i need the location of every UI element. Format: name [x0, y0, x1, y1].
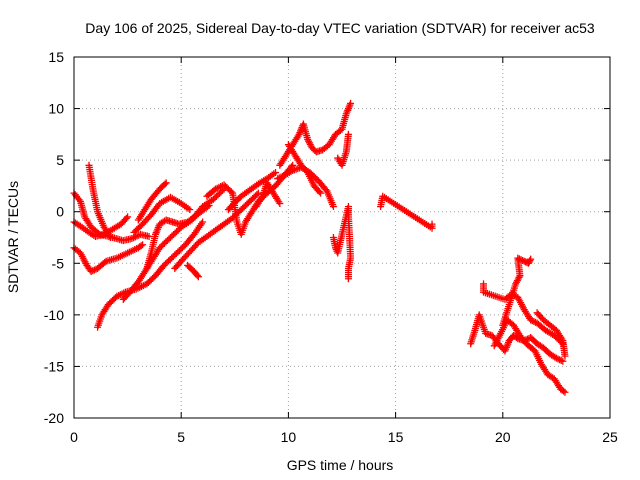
data-point-marker	[204, 203, 212, 211]
data-point-marker	[124, 213, 132, 221]
data-point-marker	[161, 180, 169, 188]
data-point-marker	[194, 273, 202, 281]
data-point-marker	[559, 357, 567, 365]
y-tick-label: -20	[44, 410, 64, 426]
x-tick-label: 25	[602, 429, 618, 445]
data-point-marker	[528, 317, 536, 325]
data-point-marker	[139, 241, 147, 249]
data-point-marker	[515, 255, 523, 263]
data-point-marker	[254, 189, 262, 197]
data-point-marker	[329, 203, 337, 211]
data-point-marker	[556, 356, 564, 364]
x-tick-label: 15	[388, 429, 404, 445]
axis-ticks: 0 5 10 15 20 25 -20 -15 -10 -5 0 5 10 15	[44, 49, 618, 445]
data-point-marker	[561, 388, 569, 396]
data-points	[70, 99, 569, 396]
data-point-marker	[519, 256, 527, 264]
data-point-marker	[557, 356, 565, 364]
data-point-marker	[145, 232, 153, 240]
data-point-marker	[526, 257, 534, 265]
y-axis-label: SDTVAR / TECUs	[5, 181, 21, 293]
plot-frame	[73, 56, 611, 419]
data-point-marker	[277, 173, 285, 181]
y-tick-label: -5	[52, 255, 65, 271]
y-tick-label: 10	[48, 101, 64, 117]
data-point-marker	[530, 318, 538, 326]
data-point-marker	[560, 387, 568, 395]
data-point-marker	[561, 352, 569, 360]
x-tick-label: 20	[495, 429, 511, 445]
data-point-marker	[317, 189, 325, 197]
data-point-marker	[275, 174, 283, 182]
data-point-marker	[315, 188, 323, 196]
data-point-marker	[527, 255, 535, 263]
data-point-marker	[344, 130, 352, 138]
y-tick-label: -10	[44, 307, 64, 323]
data-point-marker	[344, 275, 352, 283]
data-point-marker	[199, 218, 207, 226]
data-point-marker	[272, 169, 280, 177]
data-point-marker	[347, 99, 355, 107]
data-point-marker	[106, 234, 114, 241]
data-point-marker	[186, 206, 194, 214]
x-tick-label: 0	[70, 429, 78, 445]
data-point-marker	[276, 199, 284, 207]
x-tick-label: 10	[281, 429, 297, 445]
y-tick-label: 0	[56, 204, 64, 220]
data-point-marker	[90, 266, 98, 274]
data-point-marker	[162, 179, 170, 187]
data-point-marker	[274, 175, 282, 183]
y-tick-label: -15	[44, 358, 64, 374]
data-point-marker	[75, 196, 83, 204]
data-point-marker	[428, 220, 436, 228]
y-tick-label: 5	[56, 152, 64, 168]
y-tick-label: 15	[48, 49, 64, 65]
data-point-marker	[193, 271, 201, 279]
data-point-marker	[527, 316, 535, 324]
data-point-marker	[137, 242, 145, 250]
data-point-marker	[253, 191, 261, 199]
data-point-marker	[552, 354, 560, 362]
data-point-marker	[89, 267, 97, 275]
x-tick-label: 5	[177, 429, 185, 445]
x-axis-label: GPS time / hours	[287, 457, 394, 473]
data-point-marker	[554, 355, 562, 363]
chart-title: Day 106 of 2025, Sidereal Day-to-day VTE…	[85, 20, 595, 36]
data-point-marker	[205, 202, 213, 210]
data-point-marker	[122, 214, 130, 222]
data-point-marker	[517, 256, 525, 264]
data-point-marker	[514, 254, 522, 262]
data-point-marker	[87, 268, 95, 276]
